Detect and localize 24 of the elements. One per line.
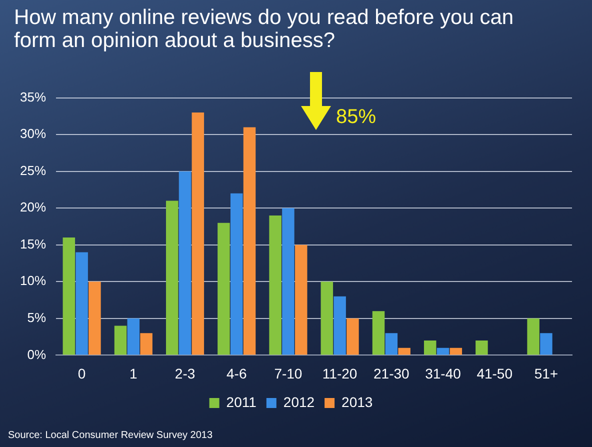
legend-label: 2013 <box>342 394 373 410</box>
legend-label: 2011 <box>226 394 257 410</box>
legend-label: 2012 <box>283 394 315 410</box>
x-tick-label: 7-10 <box>274 365 302 382</box>
y-tick-label: 10% <box>20 273 46 288</box>
x-tick-label: 0 <box>78 365 86 382</box>
x-tick-label: 11-20 <box>322 365 358 382</box>
y-tick-label: 5% <box>27 310 46 326</box>
source-note: Source: Local Consumer Review Survey 2013 <box>8 430 213 441</box>
x-tick-label: 41-50 <box>476 365 513 382</box>
y-tick-label: 30% <box>20 126 46 142</box>
y-tick-label: 20% <box>20 200 46 215</box>
y-tick-label: 15% <box>20 236 46 252</box>
y-tick-label: 35% <box>20 89 46 104</box>
x-tick-label: 21-30 <box>374 365 410 382</box>
x-tick-label: 31-40 <box>425 365 462 382</box>
chart-title: How many online reviews do you read before you can form an opinion about a business? <box>14 6 515 52</box>
y-tick-label: 0% <box>27 346 46 362</box>
annotation: 85% <box>336 106 376 129</box>
x-tick-label: 51+ <box>534 365 558 382</box>
x-tick-label: 4-6 <box>226 365 247 382</box>
x-tick-label: 1 <box>130 365 138 382</box>
x-tick-label: 2-3 <box>174 365 196 382</box>
y-tick-label: 25% <box>20 162 46 178</box>
